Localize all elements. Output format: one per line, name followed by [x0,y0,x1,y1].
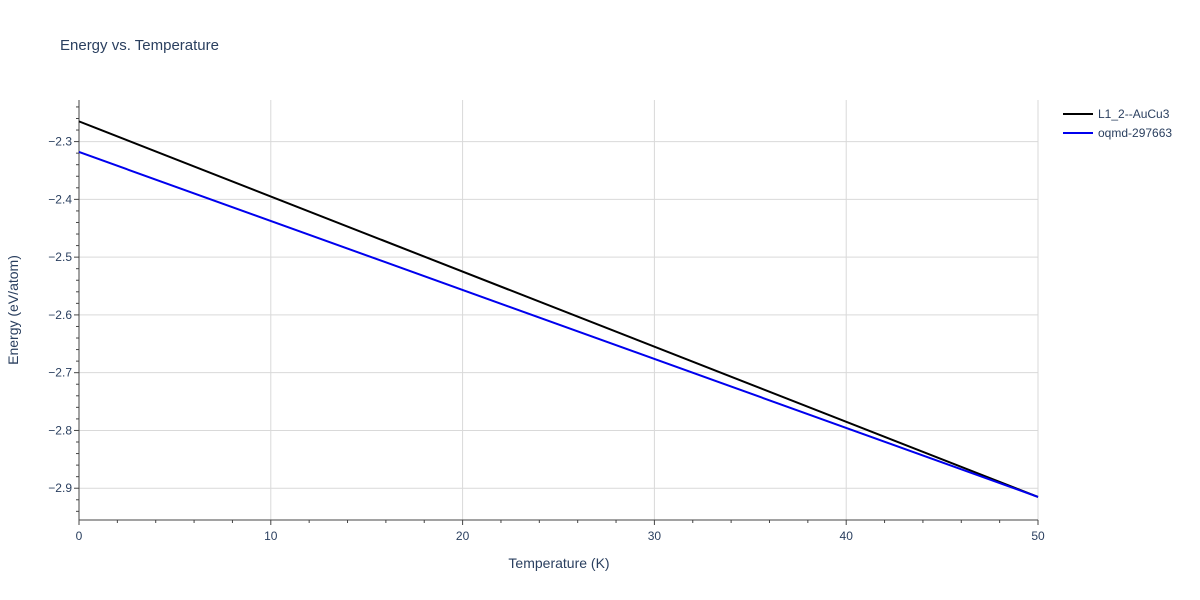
x-axis-label: Temperature (K) [508,555,609,571]
legend-label: L1_2--AuCu3 [1098,107,1170,121]
chart-title: Energy vs. Temperature [60,37,219,54]
legend[interactable]: L1_2--AuCu3 oqmd-297663 [1063,107,1172,140]
x-tick-label: 50 [1031,529,1045,543]
series-lines [78,120,1039,498]
tick-labels: 0 10 20 30 40 50 −2.9 −2.8 −2.7 −2.6 −2.5 −2.4 −2.3 [48,135,1045,543]
y-tick-label: −2.4 [48,192,72,206]
y-tick-label: −2.7 [48,366,72,380]
x-tick-label: 10 [264,529,278,543]
y-tick-label: −2.5 [48,250,72,264]
grid [79,100,1039,520]
x-tick-label: 30 [648,529,662,543]
y-tick-label: −2.3 [48,135,72,149]
x-tick-label: 0 [76,529,83,543]
y-tick-label: −2.6 [48,308,72,322]
x-tick-label: 40 [840,529,854,543]
axes [74,100,1039,525]
y-tick-label: −2.8 [48,423,72,437]
legend-item[interactable]: oqmd-297663 [1063,126,1172,140]
legend-item[interactable]: L1_2--AuCu3 [1063,107,1170,121]
y-tick-label: −2.9 [48,481,72,495]
y-axis-label: Energy (eV/atom) [5,255,21,365]
series-line-1 [78,120,1039,498]
series-line-2 [78,151,1039,498]
legend-label: oqmd-297663 [1098,126,1172,140]
x-tick-label: 20 [456,529,470,543]
